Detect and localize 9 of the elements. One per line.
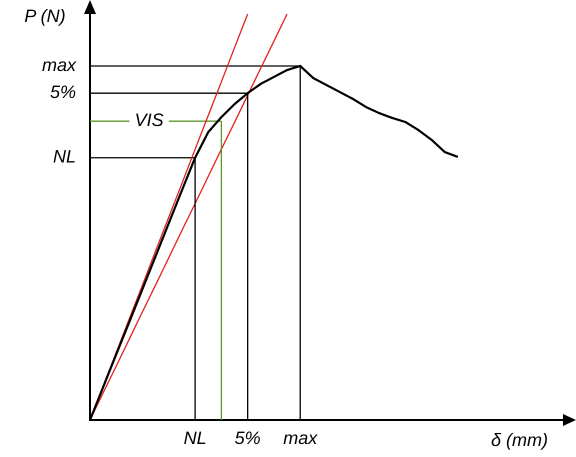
series-label: NL — [52, 146, 76, 167]
series-label: max — [42, 54, 77, 75]
series-label: 5% — [50, 82, 76, 102]
series-label: VIS — [134, 110, 164, 130]
x-tick-label: 5% — [234, 428, 261, 448]
x-axis-title: δ (mm) — [491, 430, 548, 450]
x-tick-label: NL — [184, 428, 207, 448]
y-axis-title: P (N) — [24, 6, 66, 26]
x-tick-label: max — [283, 428, 318, 448]
